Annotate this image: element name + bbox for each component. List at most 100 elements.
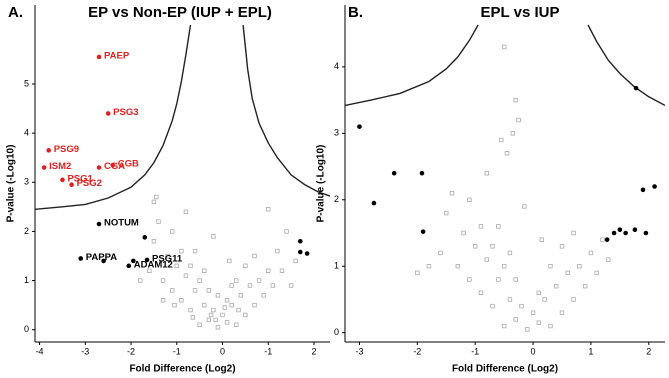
point-label: PSG11	[152, 253, 183, 264]
point	[220, 312, 225, 318]
point	[234, 322, 239, 327]
y-axis-label: P-value (-Log10)	[316, 145, 327, 223]
point	[96, 221, 102, 227]
point	[110, 162, 116, 168]
point	[594, 270, 599, 276]
point	[571, 230, 576, 236]
point	[577, 264, 582, 269]
point	[179, 298, 184, 303]
point	[652, 184, 657, 189]
point	[499, 137, 504, 143]
threshold-curve	[35, 24, 192, 210]
point	[227, 258, 232, 264]
point	[261, 293, 266, 298]
panel-label: B.	[348, 4, 363, 21]
plot	[35, 24, 330, 330]
point	[46, 148, 52, 153]
point	[478, 224, 484, 229]
point	[539, 237, 544, 242]
point	[507, 297, 513, 302]
point	[426, 264, 432, 269]
point	[467, 277, 472, 282]
point	[197, 322, 202, 327]
point	[96, 165, 102, 170]
point	[202, 302, 207, 308]
point	[582, 283, 588, 289]
point	[172, 302, 177, 308]
point	[617, 227, 623, 232]
x-tick-label: 0	[531, 346, 536, 356]
point	[510, 131, 516, 136]
x-tick-label: -3	[81, 346, 89, 356]
point	[96, 54, 102, 60]
point	[643, 230, 649, 236]
point	[419, 170, 425, 176]
point	[536, 320, 542, 325]
point	[496, 224, 501, 229]
point	[252, 302, 257, 308]
point	[266, 268, 271, 273]
y-tick-label: 1	[24, 275, 29, 285]
point-label: ISM2	[49, 161, 71, 172]
point	[606, 257, 611, 262]
point	[224, 320, 230, 325]
point	[472, 244, 478, 249]
point	[455, 264, 461, 269]
point	[519, 303, 524, 309]
point	[600, 237, 605, 242]
point	[548, 264, 553, 269]
point	[438, 250, 443, 256]
point	[188, 307, 193, 313]
point	[513, 277, 518, 282]
point	[542, 297, 547, 302]
point	[611, 230, 617, 236]
point	[548, 323, 553, 329]
point	[160, 298, 166, 303]
point	[165, 253, 170, 259]
x-tick-label: -1	[471, 346, 479, 356]
y-tick-label: 2	[334, 194, 339, 204]
point	[238, 293, 244, 298]
point	[444, 210, 449, 216]
point	[297, 249, 303, 255]
point	[501, 264, 507, 269]
point	[224, 298, 230, 303]
x-tick-label: -3	[355, 346, 363, 356]
point	[513, 317, 518, 322]
point	[279, 268, 285, 273]
point	[504, 151, 510, 156]
point	[275, 248, 280, 254]
point	[192, 288, 198, 293]
point	[266, 207, 271, 212]
point	[170, 229, 175, 234]
point	[461, 230, 466, 236]
x-tick-label: 1	[588, 346, 593, 356]
x-tick-label: 2	[311, 346, 316, 356]
point	[640, 187, 646, 193]
point	[229, 302, 234, 308]
point-label: ADAM12	[134, 259, 173, 270]
point	[243, 263, 248, 269]
y-tick-label: 3	[334, 128, 339, 138]
point	[247, 283, 253, 288]
point-label: PSG3	[113, 107, 138, 118]
threshold-curve	[345, 24, 479, 107]
point	[496, 277, 501, 282]
point	[41, 165, 47, 170]
x-tick-label: 0	[220, 346, 225, 356]
point	[236, 307, 241, 313]
point	[156, 219, 161, 224]
point	[420, 229, 426, 234]
point-label: PSG1	[67, 173, 93, 184]
point-label: PSG9	[54, 144, 79, 155]
threshold-curve	[587, 24, 665, 107]
point	[213, 317, 218, 323]
y-tick-label: 4	[24, 127, 29, 137]
point	[357, 124, 362, 129]
point	[522, 204, 527, 209]
point	[484, 170, 489, 176]
point	[183, 209, 189, 214]
point	[160, 278, 166, 283]
point	[188, 263, 193, 269]
point	[190, 315, 195, 320]
